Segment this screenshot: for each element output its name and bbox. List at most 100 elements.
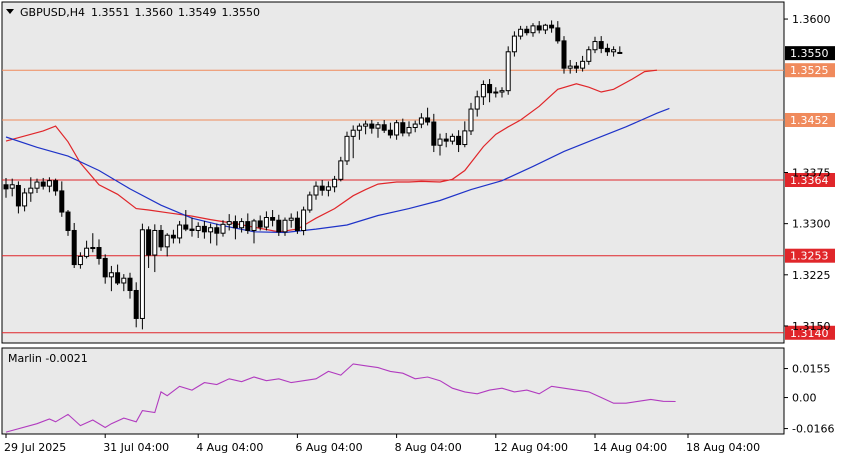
candle: [158, 225, 164, 251]
candle: [152, 224, 158, 273]
candle-body-bull: [493, 91, 499, 94]
candle: [555, 21, 561, 44]
candle-body-bear: [573, 65, 579, 69]
marlin-line: [5, 363, 676, 433]
candle-body-bull: [474, 96, 480, 110]
level-badge-label-1.3364: 1.3364: [790, 174, 829, 187]
candle: [580, 55, 586, 72]
candle-body-bear: [3, 184, 9, 190]
candle-body-bull: [251, 220, 257, 231]
level-badge-label-1.3452: 1.3452: [790, 114, 829, 127]
candle-body-bull: [282, 219, 288, 233]
candle-body-bull: [46, 180, 52, 187]
candle: [208, 223, 214, 244]
time-tick-label: 18 Aug 04:00: [686, 441, 760, 454]
candle-body-bear: [549, 24, 555, 29]
candle-body-bear: [294, 217, 300, 231]
candle-body-bull: [462, 130, 468, 146]
candle-body-bull: [363, 123, 369, 127]
time-tick-label: 14 Aug 04:00: [593, 441, 667, 454]
candle-body-bear: [158, 229, 164, 248]
candle-body-bull: [195, 225, 201, 231]
candle-body-bear: [189, 228, 195, 231]
indicator-tick-label: 0.00: [792, 392, 817, 405]
candle-body-bull: [394, 122, 400, 136]
candle: [288, 213, 294, 228]
candle: [307, 191, 313, 213]
indicator-pane[interactable]: [1, 347, 785, 435]
candle: [90, 233, 96, 253]
candle: [40, 177, 46, 190]
candle-body-bear: [214, 227, 220, 234]
candle-body-bull: [9, 184, 15, 189]
collapse-arrow-icon[interactable]: [6, 9, 14, 14]
candle: [282, 217, 288, 236]
moving-average-slow: [5, 107, 670, 234]
candle-body-bear: [561, 40, 567, 69]
candle: [214, 223, 220, 246]
candle: [59, 181, 65, 217]
candle: [177, 220, 183, 244]
candle: [201, 220, 207, 239]
candle-body-bull: [208, 227, 214, 233]
candle: [46, 177, 52, 193]
candle-body-bear: [524, 28, 530, 34]
candle-body-bear: [487, 84, 493, 94]
level-badge-1.3452: [785, 112, 835, 127]
candle-body-bear: [257, 220, 263, 228]
candle-body-bear: [381, 124, 387, 131]
candle-body-bull: [511, 35, 517, 53]
open-value: 1.3551: [91, 6, 130, 19]
time-tick-label: 6 Aug 04:00: [295, 441, 362, 454]
candle: [332, 175, 338, 193]
level-badge-1.3364: [785, 173, 835, 188]
candle-body-bull: [437, 138, 443, 146]
candle: [617, 46, 623, 54]
candle: [363, 120, 369, 135]
level-badge-label-1.3525: 1.3525: [790, 64, 829, 77]
candle: [3, 177, 9, 198]
candle: [146, 226, 152, 268]
candle-body-bear: [146, 229, 152, 256]
candle-body-bear: [598, 41, 604, 49]
main-pane[interactable]: [1, 1, 785, 344]
time-tick-label: 29 Jul 2025: [4, 441, 66, 454]
candle: [443, 132, 449, 148]
candle: [518, 25, 524, 40]
candlesticks: [3, 20, 623, 330]
candle-body-bull: [499, 90, 505, 93]
candle: [301, 206, 307, 236]
candle: [350, 125, 356, 159]
candle: [449, 133, 455, 145]
level-badge-1.3253: [785, 248, 835, 263]
candle-body-bull: [580, 60, 586, 69]
price-tick-label: 1.3600: [792, 13, 831, 26]
indicator-tick-label: -0.0166: [792, 423, 834, 436]
candle-body-bear: [170, 234, 176, 239]
candle-body-bull: [505, 51, 511, 92]
candle-body-bear: [15, 184, 21, 207]
candle-body-bull: [468, 108, 474, 132]
level-badge-1.3525: [785, 63, 835, 78]
candle-body-bull: [350, 129, 356, 137]
candle-body-bear: [71, 229, 77, 266]
candle-body-bull: [288, 217, 294, 221]
level-badge-label-1.3253: 1.3253: [790, 250, 829, 263]
candle: [381, 119, 387, 133]
candle-body-bear: [400, 122, 406, 134]
candle: [245, 213, 251, 234]
candle: [487, 79, 493, 103]
candle: [505, 46, 511, 95]
candle-body-bear: [555, 27, 561, 42]
candle: [133, 282, 139, 328]
candle: [170, 229, 176, 244]
candle: [456, 130, 462, 153]
candle: [462, 121, 468, 148]
candle-body-bull: [22, 192, 28, 207]
candle-body-bear: [102, 257, 108, 278]
candle: [276, 214, 282, 236]
candle: [542, 23, 548, 35]
candle-body-bull: [412, 123, 418, 128]
candle-body-bull: [567, 65, 573, 69]
